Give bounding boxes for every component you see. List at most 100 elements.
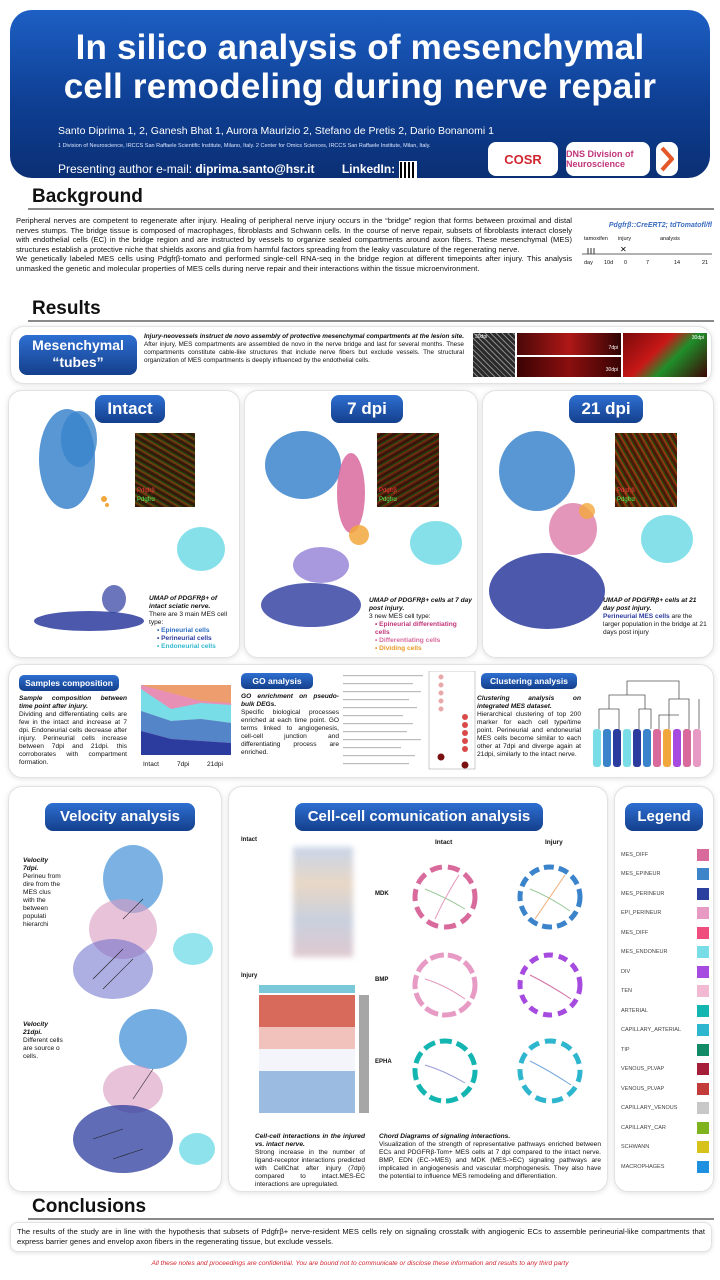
legend-color-swatch: [697, 1141, 709, 1154]
legend-item: SCHWANN: [621, 1138, 709, 1158]
dpi7-pill: 7 dpi: [331, 395, 403, 423]
dpi7-caption: UMAP of PDGFRβ+ cells at 7 day post inju…: [369, 597, 472, 652]
legend-color-swatch: [697, 985, 709, 998]
legend-item-label: MACROPHAGES: [621, 1163, 665, 1170]
legend-item: CAPILLARY_ARTERIAL: [621, 1021, 709, 1041]
poster-title: In silico analysis of mesenchymal cell r…: [10, 28, 710, 106]
ccc-panel: Cell-cell comunication analysis Intact I…: [228, 786, 608, 1192]
poster-header: In silico analysis of mesenchymal cell r…: [10, 10, 710, 179]
tubes-text: Injury-neovessels instruct de novo assem…: [144, 333, 464, 364]
velocity-panel: Velocity analysis Velocity 7dpi. Perineu…: [8, 786, 222, 1192]
chord-row-epha: EPHA: [375, 1059, 392, 1065]
legend-list: MES_DIFF MES_EPINEUR MES_PERINEUR EPI_PERIN…: [621, 845, 709, 1177]
dpi7-panel: 7 dpi Pdgfrβ Pdgfrα UMAP of PDGFRβ+ cell…: [244, 390, 478, 658]
legend-item-label: TEN: [621, 988, 632, 995]
legend-color-swatch: [697, 1160, 709, 1173]
legend-item: MACROPHAGES: [621, 1157, 709, 1177]
heatmap-injury-label: Injury: [241, 973, 258, 979]
analysis-row-panel: Samples composition Sample composition b…: [8, 664, 714, 778]
legend-color-swatch: [697, 868, 709, 881]
linkedin-label: LinkedIn:: [341, 162, 396, 177]
chord-col-intact: Intact: [435, 839, 453, 846]
intact-fluorescence-inset: Pdgfrβ Pdgfrα: [135, 433, 195, 507]
tubes-panel: Mesenchymal “tubes” Injury-neovessels in…: [10, 326, 712, 384]
tubes-micrograph-3: 30dpi: [517, 357, 621, 377]
chord-col-injury: Injury: [545, 839, 563, 846]
legend-color-swatch: [697, 1004, 709, 1017]
legend-color-swatch: [697, 907, 709, 920]
legend-item-label: DIV: [621, 968, 631, 975]
institute-logo: [656, 142, 678, 176]
heatmap-intact-label: Intact: [241, 837, 258, 843]
legend-item-label: MES_EPINEUR: [621, 871, 661, 878]
clustering-text: Clustering analysis on integrated MES da…: [477, 695, 581, 758]
intact-panel: Intact Pdgfrβ Pdgfrα UMAP of PDGFRβ+ of …: [8, 390, 240, 658]
email-label: Presenting author e-mail:: [58, 162, 193, 177]
legend-pill: Legend: [625, 803, 703, 831]
legend-item: VENOUS_PLVAP: [621, 1060, 709, 1080]
confidentiality-notice: All these notes and proceedings are conf…: [151, 1260, 569, 1267]
legend-item-label: VENOUS_PLVAP: [621, 1085, 665, 1092]
qr-code-icon[interactable]: [398, 161, 417, 179]
conclusions-box: The results of the study are in line wit…: [10, 1222, 712, 1252]
tubes-micrograph-1: 30dpi: [473, 333, 515, 377]
legend-item: MES_DIFF: [621, 923, 709, 943]
legend-item: MES_EPINEUR: [621, 865, 709, 885]
dpi21-caption: UMAP of PDGFRβ+ cells at 21 day post inj…: [603, 597, 707, 636]
email-link[interactable]: diprima.santo@hsr.it: [195, 162, 315, 177]
legend-item-label: VENOUS_PLVAP: [621, 1066, 665, 1073]
legend-item: MES_DIFF: [621, 845, 709, 865]
intact-umap: [34, 409, 225, 631]
conclusions-text: The results of the study are in line wit…: [17, 1227, 705, 1246]
legend-item-label: MES_PERINEUR: [621, 890, 665, 897]
clustering-pill: Clustering analysis: [481, 673, 577, 689]
legend-item: MES_ENDONEUR: [621, 943, 709, 963]
legend-color-swatch: [697, 946, 709, 959]
legend-panel: Legend MES_DIFF MES_EPINEUR MES_PERINEUR EP…: [614, 786, 714, 1192]
chord-row-bmp: BMP: [375, 977, 389, 983]
legend-color-swatch: [697, 1121, 709, 1134]
velocity-pill: Velocity analysis: [45, 803, 195, 831]
velocity-plot-7dpi: [73, 845, 213, 999]
legend-item: EPI_PERINEUR: [621, 904, 709, 924]
legend-color-swatch: [697, 926, 709, 939]
legend-item-label: CAPILLARY_ARTERIAL: [621, 1027, 682, 1034]
heatmap-intact-blurred: [293, 847, 353, 957]
title-line-2: cell remodeling during nerve repair: [63, 67, 657, 106]
results-heading: Results: [32, 298, 101, 319]
conclusions-divider: [28, 1218, 714, 1220]
tubes-micrograph-2: 7dpi: [517, 333, 621, 355]
background-heading: Background: [32, 186, 143, 207]
dpi21-pill: 21 dpi: [569, 395, 643, 423]
heatmap-injury: [259, 985, 369, 1113]
timeline-title: Pdgfrβ::CreERT2; tdTomatofl/fl: [608, 222, 712, 229]
cosr-logo: COSR: [488, 142, 558, 176]
chord-diagrams: [412, 864, 583, 1104]
chord-caption: Chord Diagrams of signaling interactions…: [379, 1133, 601, 1180]
background-paragraph-2: We genetically labeled MES cells using P…: [16, 254, 572, 273]
legend-item: DIV: [621, 962, 709, 982]
legend-item-label: MES_DIFF: [621, 929, 649, 936]
ccc-pill: Cell-cell comunication analysis: [295, 803, 543, 831]
legend-item: ARTERIAL: [621, 1001, 709, 1021]
legend-item-label: CAPILLARY_VENOUS: [621, 1105, 678, 1112]
dpi21-fluorescence-inset: Pdgfrβ Pdgfrα: [615, 433, 677, 507]
velocity-caption-21dpi: Velocity 21dpi. Different cells are sour…: [23, 1021, 63, 1060]
background-divider: [28, 208, 714, 210]
legend-item: CAPILLARY_VENOUS: [621, 1099, 709, 1119]
legend-color-swatch: [697, 1102, 709, 1115]
legend-item-label: CAPILLARY_CAR: [621, 1124, 666, 1131]
go-dotplot: [343, 671, 476, 770]
legend-item: VENOUS_PLVAP: [621, 1079, 709, 1099]
legend-item-label: EPI_PERINEUR: [621, 910, 662, 917]
legend-color-swatch: [697, 1063, 709, 1076]
legend-item-label: SCHWANN: [621, 1144, 650, 1151]
velocity-plot-21dpi: [73, 1009, 215, 1173]
author-list: Santo Diprima 1, 2, Ganesh Bhat 1, Auror…: [58, 125, 494, 137]
legend-item: CAPILLARY_CAR: [621, 1118, 709, 1138]
timeline-figure: Pdgfrβ::CreERT2; tdTomatofl/fl tamoxifen…: [582, 222, 712, 266]
heatmap-caption: Cell-cell interactions in the injured vs…: [255, 1133, 365, 1188]
velocity-caption-7dpi: Velocity 7dpi. Perineu from dire from th…: [23, 857, 61, 928]
svg-text:✕: ✕: [620, 245, 627, 254]
legend-color-swatch: [697, 965, 709, 978]
